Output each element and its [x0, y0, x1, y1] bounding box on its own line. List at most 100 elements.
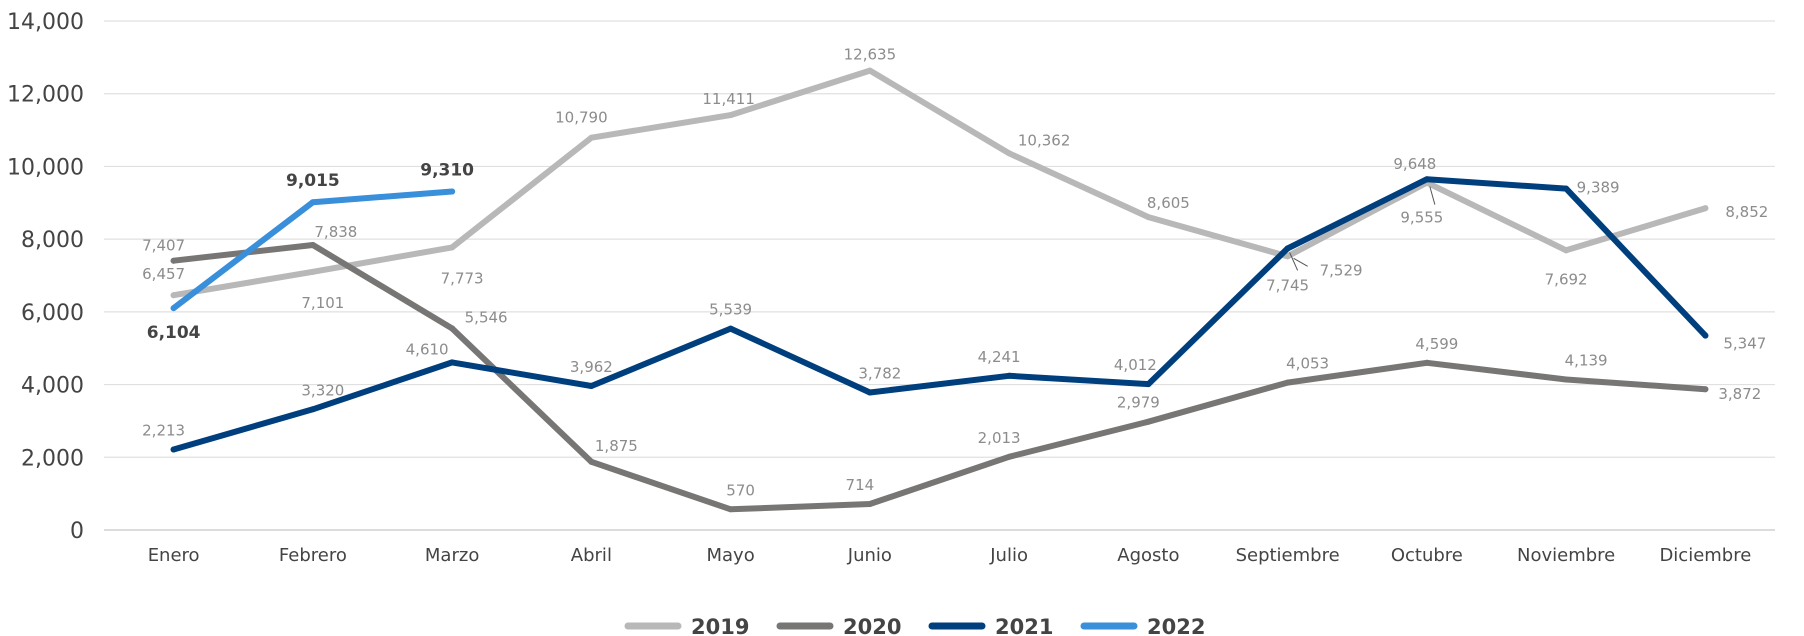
data-label: 8,852 [1725, 203, 1768, 221]
data-point-2020 [1145, 418, 1152, 425]
data-point-2022 [170, 305, 177, 312]
data-point-2019 [866, 67, 873, 74]
data-label: 2,013 [978, 429, 1021, 447]
legend-label: 2020 [843, 615, 901, 636]
data-label: 9,015 [286, 171, 340, 191]
data-point-2019 [1145, 214, 1152, 221]
data-label: 9,389 [1577, 179, 1620, 197]
data-label: 3,872 [1718, 385, 1761, 403]
x-tick-label: Julio [989, 545, 1028, 566]
x-tick-label: Febrero [279, 545, 347, 566]
data-label: 5,546 [465, 308, 508, 326]
data-point-2021 [449, 359, 456, 366]
data-label: 11,411 [702, 90, 755, 108]
y-tick-label: 0 [70, 519, 84, 544]
data-label: 7,101 [301, 294, 344, 312]
x-tick-label: Junio [847, 545, 892, 566]
data-label: 3,320 [301, 381, 344, 399]
data-label: 714 [846, 476, 875, 494]
data-point-2020 [449, 325, 456, 332]
data-label: 4,610 [406, 340, 449, 358]
data-label: 4,241 [978, 348, 1021, 366]
legend-label: 2019 [691, 615, 749, 636]
data-label: 7,692 [1545, 270, 1588, 288]
x-tick-label: Diciembre [1659, 545, 1751, 566]
data-point-2020 [1006, 453, 1013, 460]
data-point-2019 [1702, 205, 1709, 212]
data-label: 6,104 [147, 323, 201, 343]
data-label: 7,529 [1320, 261, 1363, 279]
data-point-2021 [309, 406, 316, 413]
data-point-2021 [727, 325, 734, 332]
data-point-2020 [588, 458, 595, 465]
series-line-2020 [170, 242, 1709, 513]
data-point-2019 [727, 112, 734, 119]
series-line-2019 [170, 67, 1709, 299]
data-label: 3,782 [858, 364, 901, 382]
data-point-2021 [170, 446, 177, 453]
data-label: 2,213 [142, 422, 185, 440]
data-label: 7,407 [142, 237, 185, 255]
data-point-2019 [170, 292, 177, 299]
data-label: 7,745 [1266, 276, 1309, 294]
data-label: 12,635 [844, 46, 897, 64]
data-point-2021 [588, 382, 595, 389]
y-tick-label: 10,000 [7, 155, 84, 180]
data-point-2019 [1006, 150, 1013, 157]
data-label: 3,962 [570, 358, 613, 376]
x-tick-label: Agosto [1117, 545, 1179, 566]
data-point-2020 [866, 501, 873, 508]
y-tick-label: 6,000 [21, 301, 84, 326]
leader-line [1293, 257, 1308, 267]
data-point-2020 [170, 257, 177, 264]
data-point-2019 [1563, 247, 1570, 254]
data-point-2021 [1145, 381, 1152, 388]
y-tick-label: 14,000 [7, 10, 84, 35]
series-line-2021 [170, 176, 1709, 453]
data-point-2020 [1423, 359, 1430, 366]
data-label: 1,875 [595, 437, 638, 455]
data-point-2021 [1563, 185, 1570, 192]
data-point-2021 [1006, 372, 1013, 379]
data-label: 4,139 [1565, 352, 1608, 370]
data-label: 8,605 [1147, 194, 1190, 212]
data-label: 10,362 [1018, 131, 1071, 149]
data-point-2022 [449, 188, 456, 195]
data-label: 9,648 [1393, 155, 1436, 173]
data-point-2021 [1702, 332, 1709, 339]
data-label: 4,599 [1415, 335, 1458, 353]
data-label: 4,053 [1286, 355, 1329, 373]
data-label: 5,539 [709, 301, 752, 319]
x-tick-label: Marzo [425, 545, 479, 566]
data-label: 6,457 [142, 265, 185, 283]
data-label: 7,838 [314, 223, 357, 241]
data-point-2021 [1284, 245, 1291, 252]
data-point-2021 [1423, 176, 1430, 183]
data-point-2019 [588, 134, 595, 141]
data-point-2020 [309, 242, 316, 249]
data-label: 4,012 [1114, 356, 1157, 374]
leader-line [1289, 252, 1299, 271]
data-label: 5,347 [1723, 335, 1766, 353]
y-tick-label: 4,000 [21, 374, 84, 399]
data-label: 570 [726, 481, 755, 499]
x-tick-label: Octubre [1391, 545, 1463, 566]
data-label: 9,555 [1400, 209, 1443, 227]
data-label: 9,310 [420, 161, 474, 181]
data-point-2020 [1284, 379, 1291, 386]
data-point-2022 [309, 199, 316, 206]
data-point-2020 [727, 506, 734, 513]
data-label: 10,790 [555, 109, 608, 127]
y-tick-label: 2,000 [21, 446, 84, 471]
data-label: 7,773 [441, 269, 484, 287]
data-point-2020 [1563, 376, 1570, 383]
data-point-2019 [1284, 253, 1291, 260]
data-point-2021 [866, 389, 873, 396]
x-tick-label: Septiembre [1236, 545, 1340, 566]
data-point-2019 [309, 268, 316, 275]
x-tick-label: Enero [148, 545, 200, 566]
x-tick-label: Mayo [707, 545, 755, 566]
x-tick-label: Noviembre [1517, 545, 1615, 566]
x-tick-label: Abril [571, 545, 612, 566]
